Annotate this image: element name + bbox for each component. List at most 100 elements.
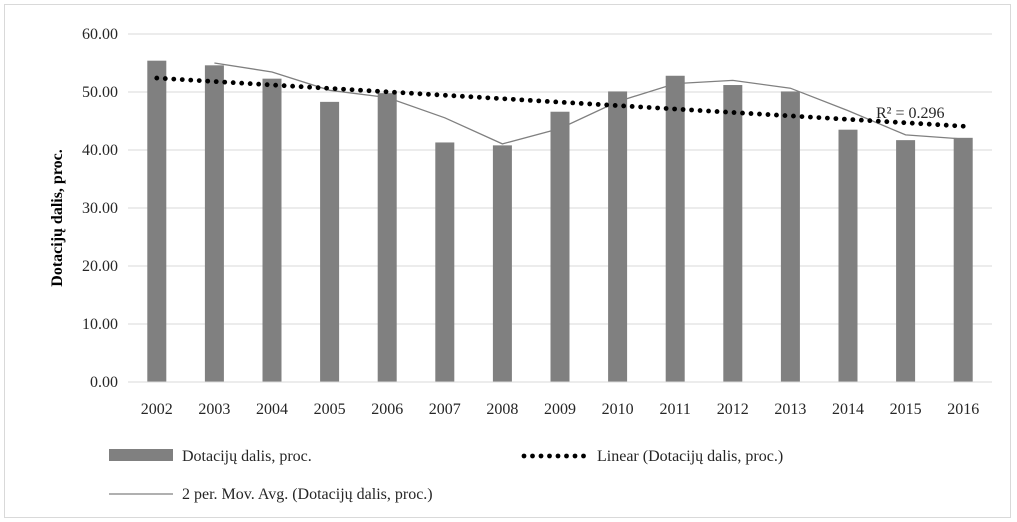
trend-dot	[680, 107, 686, 112]
trend-dot	[918, 121, 924, 127]
trend-dot	[621, 103, 627, 109]
trend-dot	[808, 114, 813, 120]
trend-dot	[383, 89, 389, 95]
trend-dot	[247, 81, 253, 87]
y-tick-label: 10.00	[82, 316, 118, 333]
y-axis-label: Dotacijų dalis, proc.	[49, 149, 66, 286]
x-tick-label: 2002	[141, 401, 173, 418]
trend-dot	[935, 122, 941, 128]
trend-dot	[824, 115, 830, 121]
bar	[896, 140, 916, 382]
trend-dot	[714, 109, 720, 114]
trend-dot	[426, 91, 431, 97]
trend-dot	[290, 83, 296, 89]
legend-trend-dot	[538, 453, 544, 459]
trend-dot	[629, 104, 635, 109]
trend-dot	[239, 80, 245, 86]
x-tick-label: 2010	[602, 401, 634, 418]
trend-dot	[332, 86, 338, 92]
moving-average-line	[214, 62, 964, 145]
x-tick-labels: 2002 2003 2004 2005 2006 2007 2008 2009 2010 2011…	[141, 401, 979, 418]
trend-dot	[697, 108, 703, 113]
legend-bar-label: Dotacijų dalis, proc.	[182, 448, 312, 465]
trend-dot	[595, 102, 601, 107]
trend-dot	[409, 90, 414, 96]
trend-dot	[909, 120, 915, 126]
x-tick-label: 2004	[256, 401, 288, 418]
trend-dot	[858, 117, 864, 123]
trend-dot	[459, 93, 465, 99]
trend-dot	[892, 119, 898, 125]
y-tick-label: 30.00	[82, 200, 118, 217]
trend-dot	[527, 97, 533, 103]
trend-dot	[213, 79, 219, 85]
trend-dot	[638, 104, 644, 110]
y-tick-label: 20.00	[82, 258, 118, 275]
trend-dot	[587, 101, 593, 107]
trend-dot	[476, 94, 482, 100]
trend-dot	[570, 100, 576, 106]
y-tick-label: 40.00	[82, 142, 118, 159]
x-tick-label: 2005	[314, 401, 346, 418]
trend-dot	[706, 108, 711, 114]
trend-dot	[731, 110, 737, 115]
trend-dot	[748, 111, 754, 116]
legend-trend-dot	[547, 453, 552, 459]
trend-dot	[493, 95, 499, 101]
y-tick-label: 50.00	[82, 84, 118, 101]
legend-linear-swatch	[521, 453, 586, 459]
x-tick-label: 2015	[890, 401, 922, 418]
x-tick-label: 2008	[486, 401, 518, 418]
x-tick-label: 2016	[947, 401, 979, 418]
y-tick-labels: 0.00 10.00 20.00 30.00 40.00 50.00 60.00	[82, 26, 118, 391]
legend: Dotacijų dalis, proc. Linear (Dotacijų d…	[109, 448, 783, 503]
legend-trend-dot	[530, 453, 535, 459]
x-tick-label: 2013	[774, 401, 806, 418]
trend-dot	[264, 82, 270, 88]
trend-dot	[884, 119, 890, 125]
trend-dot	[757, 111, 762, 117]
bar	[204, 65, 224, 382]
trend-dot	[154, 75, 160, 81]
trend-dot	[349, 87, 355, 93]
bar	[550, 111, 570, 382]
trend-dot	[485, 95, 491, 101]
trend-dot	[943, 122, 949, 128]
trend-dot	[451, 93, 457, 99]
trend-dot	[230, 80, 236, 86]
trend-dot	[417, 91, 423, 97]
x-tick-label: 2006	[371, 401, 403, 418]
trend-dot	[366, 88, 372, 94]
trend-dot	[960, 123, 966, 129]
x-tick-label: 2014	[832, 401, 864, 418]
trend-dot	[723, 109, 728, 115]
bar	[435, 142, 455, 382]
bars	[147, 60, 973, 383]
x-tick-label: 2003	[198, 401, 230, 418]
bar	[492, 145, 512, 382]
trend-dot	[672, 106, 677, 112]
trend-dot	[196, 78, 202, 84]
trend-dot	[298, 84, 304, 90]
trend-dot	[324, 85, 329, 91]
r-squared-annotation: R² = 0.296	[876, 105, 945, 122]
trend-dot	[655, 105, 661, 111]
trend-dot	[841, 116, 847, 122]
x-tick-label: 2011	[659, 401, 690, 418]
trend-dot	[901, 120, 907, 126]
bar	[953, 137, 973, 382]
bar	[262, 78, 282, 382]
trend-dot	[765, 112, 771, 117]
bar	[147, 60, 167, 383]
trend-dot	[400, 90, 406, 96]
trend-dot	[799, 114, 805, 119]
trend-dot	[867, 118, 873, 124]
trend-dot	[774, 112, 779, 118]
trend-dot	[502, 96, 508, 102]
legend-trend-dot	[564, 453, 569, 459]
trend-dot	[341, 86, 346, 92]
trend-dot	[833, 116, 839, 122]
bar	[723, 85, 743, 382]
trend-dot	[519, 97, 525, 103]
trend-dot	[561, 100, 567, 105]
